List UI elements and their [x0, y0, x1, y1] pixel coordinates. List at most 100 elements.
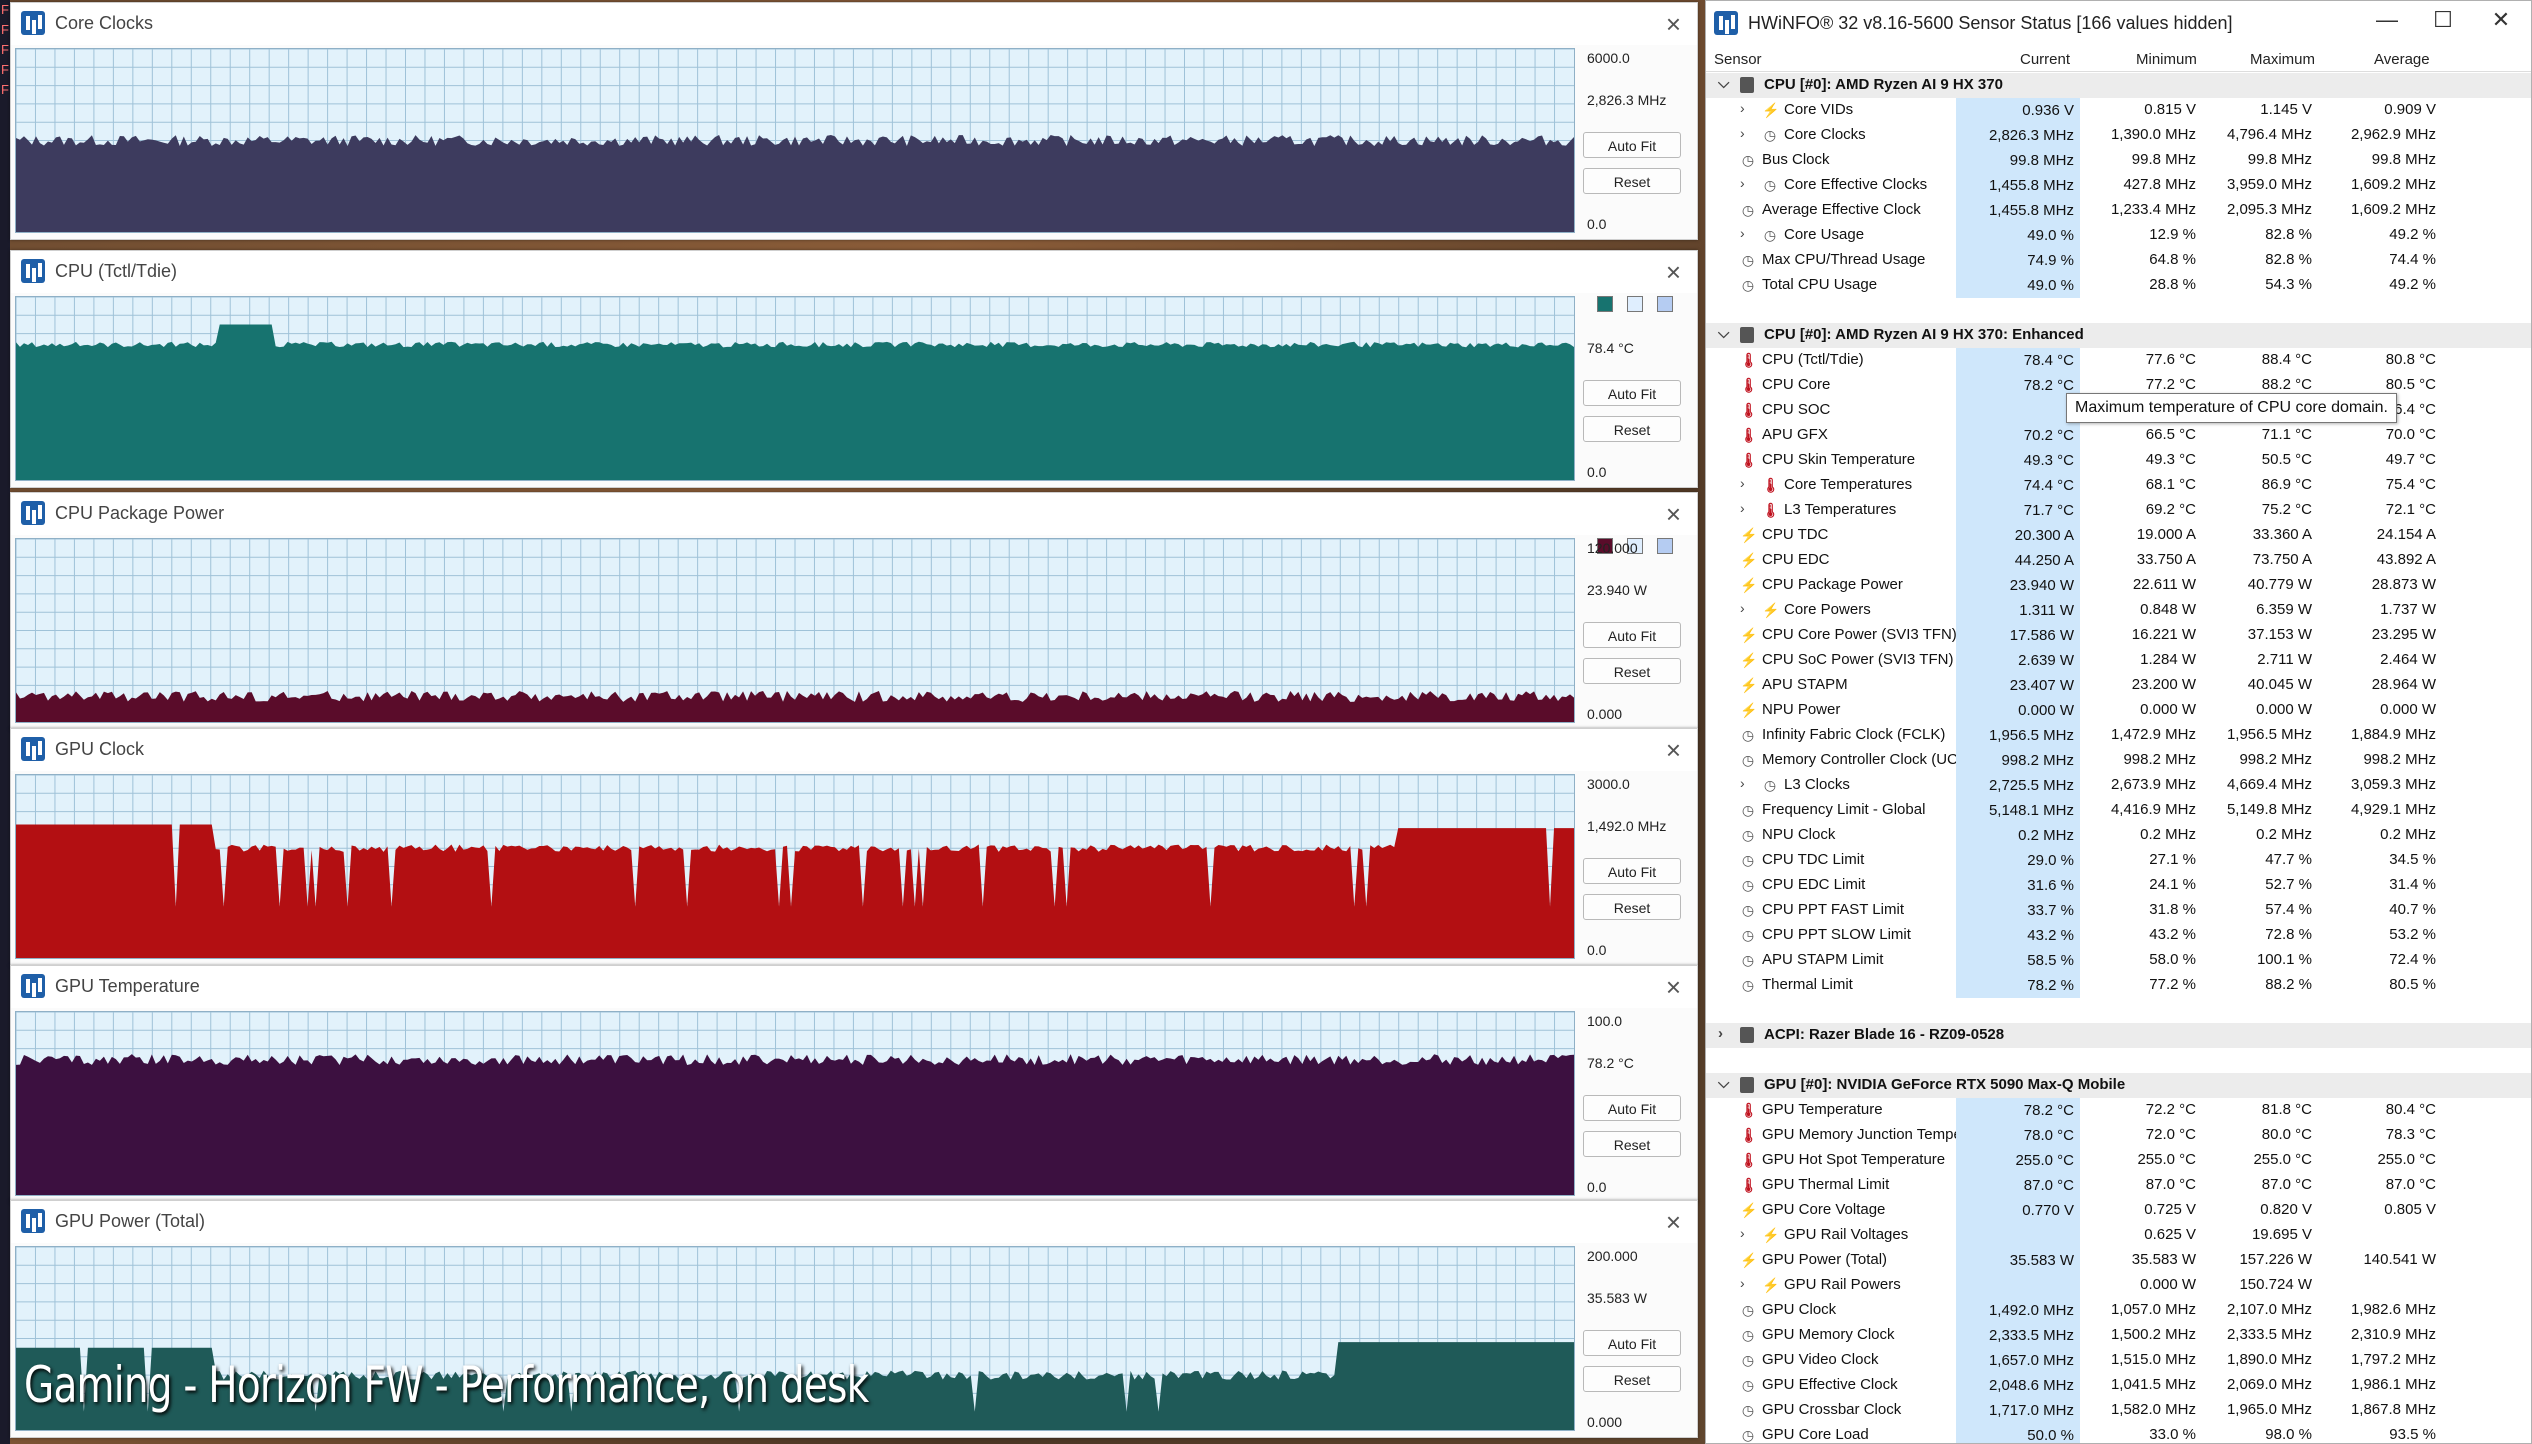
- sensor-row[interactable]: ◷ GPU Memory Clock 2,333.5 MHz 1,500.2 M…: [1706, 1323, 2531, 1348]
- sensor-row[interactable]: ◷ Average Effective Clock 1,455.8 MHz 1,…: [1706, 198, 2531, 223]
- series-swatch[interactable]: [1627, 538, 1643, 554]
- reset-button[interactable]: Reset: [1583, 416, 1681, 442]
- sensor-row[interactable]: › ◷ Core Clocks 2,826.3 MHz 1,390.0 MHz 4…: [1706, 123, 2531, 148]
- auto-fit-button[interactable]: Auto Fit: [1583, 858, 1681, 884]
- reset-button[interactable]: Reset: [1583, 658, 1681, 684]
- sensor-row[interactable]: 🌡 CPU Skin Temperature 49.3 °C 49.3 °C 5…: [1706, 448, 2531, 473]
- auto-fit-button[interactable]: Auto Fit: [1583, 1095, 1681, 1121]
- close-icon[interactable]: ×: [1665, 257, 1681, 287]
- chevron-right-icon[interactable]: ›: [1740, 475, 1745, 491]
- sensor-group[interactable]: › ACPI: Razer Blade 16 - RZ09-0528: [1706, 1023, 2531, 1048]
- sensor-row[interactable]: 🌡 CPU Core 78.2 °C 77.2 °C 88.2 °C 80.5 …: [1706, 373, 2531, 398]
- maximize-button[interactable]: ☐: [2433, 7, 2453, 32]
- close-icon[interactable]: ×: [1665, 1207, 1681, 1237]
- chevron-right-icon[interactable]: ›: [1740, 600, 1745, 616]
- reset-button[interactable]: Reset: [1583, 168, 1681, 194]
- series-swatch[interactable]: [1597, 538, 1613, 554]
- reset-button[interactable]: Reset: [1583, 1131, 1681, 1157]
- sensor-row[interactable]: ◷ CPU PPT FAST Limit 33.7 % 31.8 % 57.4 …: [1706, 898, 2531, 923]
- chevron-right-icon[interactable]: ›: [1740, 100, 1745, 116]
- sensor-row[interactable]: ◷ GPU Video Clock 1,657.0 MHz 1,515.0 MH…: [1706, 1348, 2531, 1373]
- close-icon[interactable]: ×: [1665, 735, 1681, 765]
- sensor-row[interactable]: › ⚡ Core VIDs 0.936 V 0.815 V 1.145 V 0.9…: [1706, 98, 2531, 123]
- sensor-row[interactable]: ⚡ CPU Package Power 23.940 W 22.611 W 40…: [1706, 573, 2531, 598]
- sensor-row[interactable]: ◷ CPU TDC Limit 29.0 % 27.1 % 47.7 % 34.…: [1706, 848, 2531, 873]
- sensor-row[interactable]: 🌡 GPU Thermal Limit 87.0 °C 87.0 °C 87.0…: [1706, 1173, 2531, 1198]
- chevron-right-icon[interactable]: ›: [1740, 225, 1745, 241]
- sensor-row[interactable]: 🌡 CPU (Tctl/Tdie) 78.4 °C 77.6 °C 88.4 °…: [1706, 348, 2531, 373]
- minimize-button[interactable]: —: [2376, 7, 2398, 32]
- chevron-down-icon[interactable]: ⌵: [1718, 1075, 1730, 1092]
- sensor-row[interactable]: ⚡ CPU EDC 44.250 A 33.750 A 73.750 A 43.…: [1706, 548, 2531, 573]
- auto-fit-button[interactable]: Auto Fit: [1583, 622, 1681, 648]
- sensor-row[interactable]: ⚡ CPU Core Power (SVI3 TFN) 17.586 W 16.…: [1706, 623, 2531, 648]
- sensor-row[interactable]: › ⚡ GPU Rail Voltages 0.625 V 19.695 V: [1706, 1223, 2531, 1248]
- sensor-row[interactable]: › ⚡ Core Powers 1.311 W 0.848 W 6.359 W 1…: [1706, 598, 2531, 623]
- col-minimum[interactable]: Minimum: [2136, 51, 2197, 68]
- sensor-row[interactable]: ◷ Bus Clock 99.8 MHz 99.8 MHz 99.8 MHz 9…: [1706, 148, 2531, 173]
- sensor-row[interactable]: ◷ Memory Controller Clock (UCLK) 998.2 M…: [1706, 748, 2531, 773]
- sensor-row[interactable]: ⚡ GPU Core Voltage 0.770 V 0.725 V 0.820…: [1706, 1198, 2531, 1223]
- chevron-right-icon[interactable]: ›: [1740, 775, 1745, 791]
- sensor-name: Infinity Fabric Clock (FCLK): [1762, 726, 1946, 743]
- sensor-row[interactable]: ◷ CPU PPT SLOW Limit 43.2 % 43.2 % 72.8 …: [1706, 923, 2531, 948]
- sensor-row[interactable]: 🌡 GPU Memory Junction Temperature 78.0 °…: [1706, 1123, 2531, 1148]
- col-maximum[interactable]: Maximum: [2250, 51, 2316, 68]
- sensor-row[interactable]: ◷ Max CPU/Thread Usage 74.9 % 64.8 % 82.…: [1706, 248, 2531, 273]
- sensor-row[interactable]: 🌡 APU GFX 70.2 °C 66.5 °C 71.1 °C 70.0 °…: [1706, 423, 2531, 448]
- sensor-row[interactable]: ◷ GPU Clock 1,492.0 MHz 1,057.0 MHz 2,10…: [1706, 1298, 2531, 1323]
- sensor-row[interactable]: › ◷ Core Usage 49.0 % 12.9 % 82.8 % 49.2 …: [1706, 223, 2531, 248]
- sensor-row[interactable]: 🌡 GPU Hot Spot Temperature 255.0 °C 255.…: [1706, 1148, 2531, 1173]
- sensor-group[interactable]: ⌵ CPU [#0]: AMD Ryzen AI 9 HX 370: [1706, 73, 2531, 98]
- series-swatch[interactable]: [1657, 296, 1673, 312]
- close-button[interactable]: ✕: [2491, 7, 2511, 32]
- chevron-right-icon[interactable]: ›: [1740, 175, 1745, 191]
- auto-fit-button[interactable]: Auto Fit: [1583, 380, 1681, 406]
- sensor-row[interactable]: › ⚡ GPU Rail Powers 0.000 W 150.724 W: [1706, 1273, 2531, 1298]
- sensor-row[interactable]: ◷ CPU EDC Limit 31.6 % 24.1 % 52.7 % 31.…: [1706, 873, 2531, 898]
- close-icon[interactable]: ×: [1665, 499, 1681, 529]
- auto-fit-button[interactable]: Auto Fit: [1583, 132, 1681, 158]
- sensor-row[interactable]: ◷ Total CPU Usage 49.0 % 28.8 % 54.3 % 4…: [1706, 273, 2531, 298]
- reset-button[interactable]: Reset: [1583, 894, 1681, 920]
- sensor-row[interactable]: ◷ APU STAPM Limit 58.5 % 58.0 % 100.1 % …: [1706, 948, 2531, 973]
- sensor-group[interactable]: ⌵ CPU [#0]: AMD Ryzen AI 9 HX 370: Enhan…: [1706, 323, 2531, 348]
- sensor-row[interactable]: ◷ Infinity Fabric Clock (FCLK) 1,956.5 M…: [1706, 723, 2531, 748]
- sensor-row[interactable]: ⚡ GPU Power (Total) 35.583 W 35.583 W 15…: [1706, 1248, 2531, 1273]
- auto-fit-button[interactable]: Auto Fit: [1583, 1330, 1681, 1356]
- series-swatch[interactable]: [1657, 538, 1673, 554]
- sensor-row[interactable]: ◷ GPU Core Load 50.0 % 33.0 % 98.0 % 93.…: [1706, 1423, 2531, 1443]
- chevron-down-icon[interactable]: ⌵: [1718, 325, 1730, 342]
- sensor-row[interactable]: › ◷ Core Effective Clocks 1,455.8 MHz 427…: [1706, 173, 2531, 198]
- sensor-row[interactable]: ⚡ CPU SoC Power (SVI3 TFN) 2.639 W 1.284…: [1706, 648, 2531, 673]
- chevron-right-icon[interactable]: ›: [1740, 1225, 1745, 1241]
- sensor-row[interactable]: ◷ GPU Effective Clock 2,048.6 MHz 1,041.…: [1706, 1373, 2531, 1398]
- series-swatch[interactable]: [1627, 296, 1643, 312]
- sensor-row[interactable]: ⚡ NPU Power 0.000 W 0.000 W 0.000 W 0.00…: [1706, 698, 2531, 723]
- sensor-row[interactable]: ◷ GPU Crossbar Clock 1,717.0 MHz 1,582.0…: [1706, 1398, 2531, 1423]
- sensor-list[interactable]: ⌵ CPU [#0]: AMD Ryzen AI 9 HX 370 › ⚡ Core…: [1706, 73, 2531, 1443]
- sensor-row[interactable]: ⚡ CPU TDC 20.300 A 19.000 A 33.360 A 24.…: [1706, 523, 2531, 548]
- sensor-row[interactable]: › ◷ L3 Clocks 2,725.5 MHz 2,673.9 MHz 4,6…: [1706, 773, 2531, 798]
- sensor-row[interactable]: › 🌡 Core Temperatures 74.4 °C 68.1 °C 86.…: [1706, 473, 2531, 498]
- col-average[interactable]: Average: [2374, 51, 2430, 68]
- sensor-row[interactable]: › 🌡 L3 Temperatures 71.7 °C 69.2 °C 75.2 …: [1706, 498, 2531, 523]
- close-icon[interactable]: ×: [1665, 9, 1681, 39]
- sensor-row[interactable]: ⚡ APU STAPM 23.407 W 23.200 W 40.045 W 2…: [1706, 673, 2531, 698]
- sensor-group[interactable]: ⌵ GPU [#0]: NVIDIA GeForce RTX 5090 Max-…: [1706, 1073, 2531, 1098]
- col-current[interactable]: Current: [2020, 51, 2071, 68]
- sensor-row[interactable]: 🌡 GPU Temperature 78.2 °C 72.2 °C 81.8 °…: [1706, 1098, 2531, 1123]
- sensor-row[interactable]: ◷ Frequency Limit - Global 5,148.1 MHz 4…: [1706, 798, 2531, 823]
- chevron-right-icon[interactable]: ›: [1740, 125, 1745, 141]
- sensor-row[interactable]: ◷ NPU Clock 0.2 MHz 0.2 MHz 0.2 MHz 0.2 …: [1706, 823, 2531, 848]
- chevron-right-icon[interactable]: ›: [1718, 1025, 1723, 1042]
- reset-button[interactable]: Reset: [1583, 1366, 1681, 1392]
- chevron-down-icon[interactable]: ⌵: [1718, 75, 1730, 92]
- sensor-row[interactable]: ◷ Thermal Limit 78.2 % 77.2 % 88.2 % 80.…: [1706, 973, 2531, 998]
- series-swatch[interactable]: [1597, 296, 1613, 312]
- close-icon[interactable]: ×: [1665, 972, 1681, 1002]
- chevron-right-icon[interactable]: ›: [1740, 500, 1745, 516]
- chevron-right-icon[interactable]: ›: [1740, 1275, 1745, 1291]
- sensor-row[interactable]: 🌡 CPU SOC 76.4 °C: [1706, 398, 2531, 423]
- col-sensor[interactable]: Sensor: [1714, 51, 1762, 68]
